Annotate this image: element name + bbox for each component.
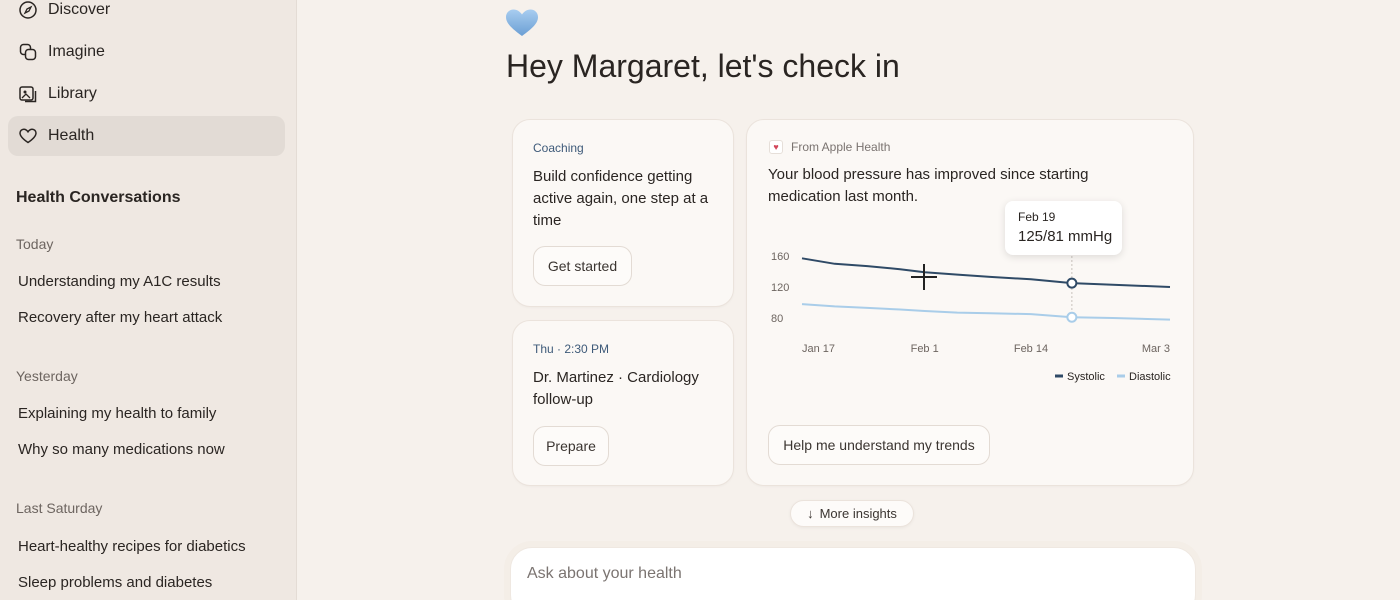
coaching-label: Coaching [533, 141, 584, 155]
tooltip-value: 125/81 mmHg [1018, 228, 1113, 245]
nav-health-label: Health [48, 127, 95, 144]
y-tick-label: 160 [771, 251, 789, 263]
understand-trends-button[interactable]: Help me understand my trends [768, 425, 990, 465]
source-label: From Apple Health [791, 140, 891, 154]
appointment-text: Dr. Martinez · Cardiology follow-up [533, 369, 699, 408]
nav-discover[interactable]: Discover [8, 0, 285, 30]
more-insights-label: More insights [819, 506, 897, 521]
library-icon [18, 84, 38, 104]
health-conversations-title: Health Conversations [16, 189, 181, 206]
compass-icon [18, 0, 38, 20]
nav-library-label: Library [48, 85, 97, 102]
appointment-time-label: Thu · 2:30 PM [533, 342, 610, 356]
apple-health-heart-icon: ♥ [769, 140, 783, 154]
imagine-icon [18, 42, 38, 62]
get-started-button[interactable]: Get started [533, 246, 632, 286]
coaching-card[interactable]: Coaching Build confidence getting active… [512, 119, 734, 307]
diastolic-highlight-point [1066, 311, 1078, 323]
group-label-yesterday: Yesterday [16, 368, 78, 384]
heart-icon [18, 126, 38, 146]
more-insights-button[interactable]: ↓ More insights [790, 500, 914, 527]
conversation-item[interactable]: Recovery after my heart attack [18, 309, 223, 326]
systolic-highlight-point [1066, 277, 1078, 289]
arrow-down-icon: ↓ [807, 506, 814, 521]
prepare-button[interactable]: Prepare [533, 426, 609, 466]
legend-label: Diastolic [1129, 371, 1171, 383]
page-title: Hey Margaret, let's check in [506, 48, 900, 84]
nav-imagine[interactable]: Imagine [8, 32, 285, 72]
x-tick-label: Feb 1 [911, 343, 939, 355]
appointment-card[interactable]: Thu · 2:30 PM Dr. Martinez · Cardiology … [512, 320, 734, 486]
conversation-item[interactable]: Why so many medications now [18, 441, 225, 458]
y-tick-label: 120 [771, 282, 789, 294]
tooltip-date: Feb 19 [1018, 210, 1056, 224]
conversation-item[interactable]: Heart-healthy recipes for diabetics [18, 538, 246, 555]
nav-discover-label: Discover [48, 1, 111, 18]
sidebar: Discover Imagine Library Health Health C… [0, 0, 297, 600]
chart-tooltip: Feb 19 125/81 mmHg [1005, 201, 1122, 255]
conversation-item[interactable]: Explaining my health to family [18, 405, 217, 422]
blood-pressure-card: ♥ From Apple Health Your blood pressure … [746, 119, 1194, 486]
x-tick-label: Mar 3 [1142, 343, 1170, 355]
legend-label: Systolic [1067, 371, 1105, 383]
conversation-item[interactable]: Sleep problems and diabetes [18, 574, 213, 591]
nav-library[interactable]: Library [8, 74, 285, 114]
blood-pressure-chart: 160 120 80 Jan 17 Feb 1 Feb 14 Mar 3 Systolic… [771, 251, 1171, 383]
systolic-line [801, 257, 1171, 288]
nav-imagine-label: Imagine [48, 43, 105, 60]
crosshair-cursor-icon [910, 263, 938, 291]
group-label-last-saturday: Last Saturday [16, 500, 103, 516]
x-tick-label: Feb 14 [1014, 343, 1048, 355]
nav-health[interactable]: Health [8, 116, 285, 156]
ask-box [510, 547, 1196, 600]
ask-input[interactable] [527, 565, 1167, 583]
coaching-text: Build confidence getting active again, o… [533, 168, 709, 229]
group-label-today: Today [16, 236, 54, 252]
diastolic-line [801, 303, 1171, 321]
y-tick-label: 80 [771, 313, 783, 325]
blue-heart-icon [504, 8, 540, 38]
x-tick-label: Jan 17 [802, 343, 835, 355]
apple-health-source: ♥ From Apple Health [769, 140, 890, 154]
blood-pressure-summary: Your blood pressure has improved since s… [768, 166, 1089, 205]
conversation-item[interactable]: Understanding my A1C results [18, 273, 221, 290]
